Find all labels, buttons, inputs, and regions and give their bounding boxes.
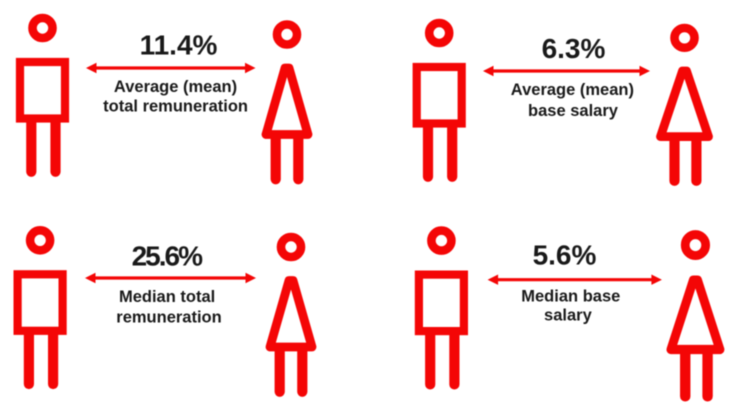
svg-text:total remuneration: total remuneration (103, 98, 248, 116)
svg-text:base salary: base salary (528, 102, 619, 120)
svg-text:Average (mean): Average (mean) (511, 81, 634, 99)
svg-text:5.6%: 5.6% (533, 240, 597, 271)
svg-text:25.6%: 25.6% (132, 241, 203, 272)
svg-text:Median base: Median base (521, 288, 620, 306)
svg-text:Median total: Median total (119, 288, 215, 306)
svg-text:remuneration: remuneration (116, 309, 221, 327)
svg-text:salary: salary (544, 307, 593, 325)
svg-text:Average (mean): Average (mean) (114, 78, 237, 96)
svg-text:11.4%: 11.4% (140, 30, 218, 61)
svg-text:6.3%: 6.3% (542, 33, 606, 64)
